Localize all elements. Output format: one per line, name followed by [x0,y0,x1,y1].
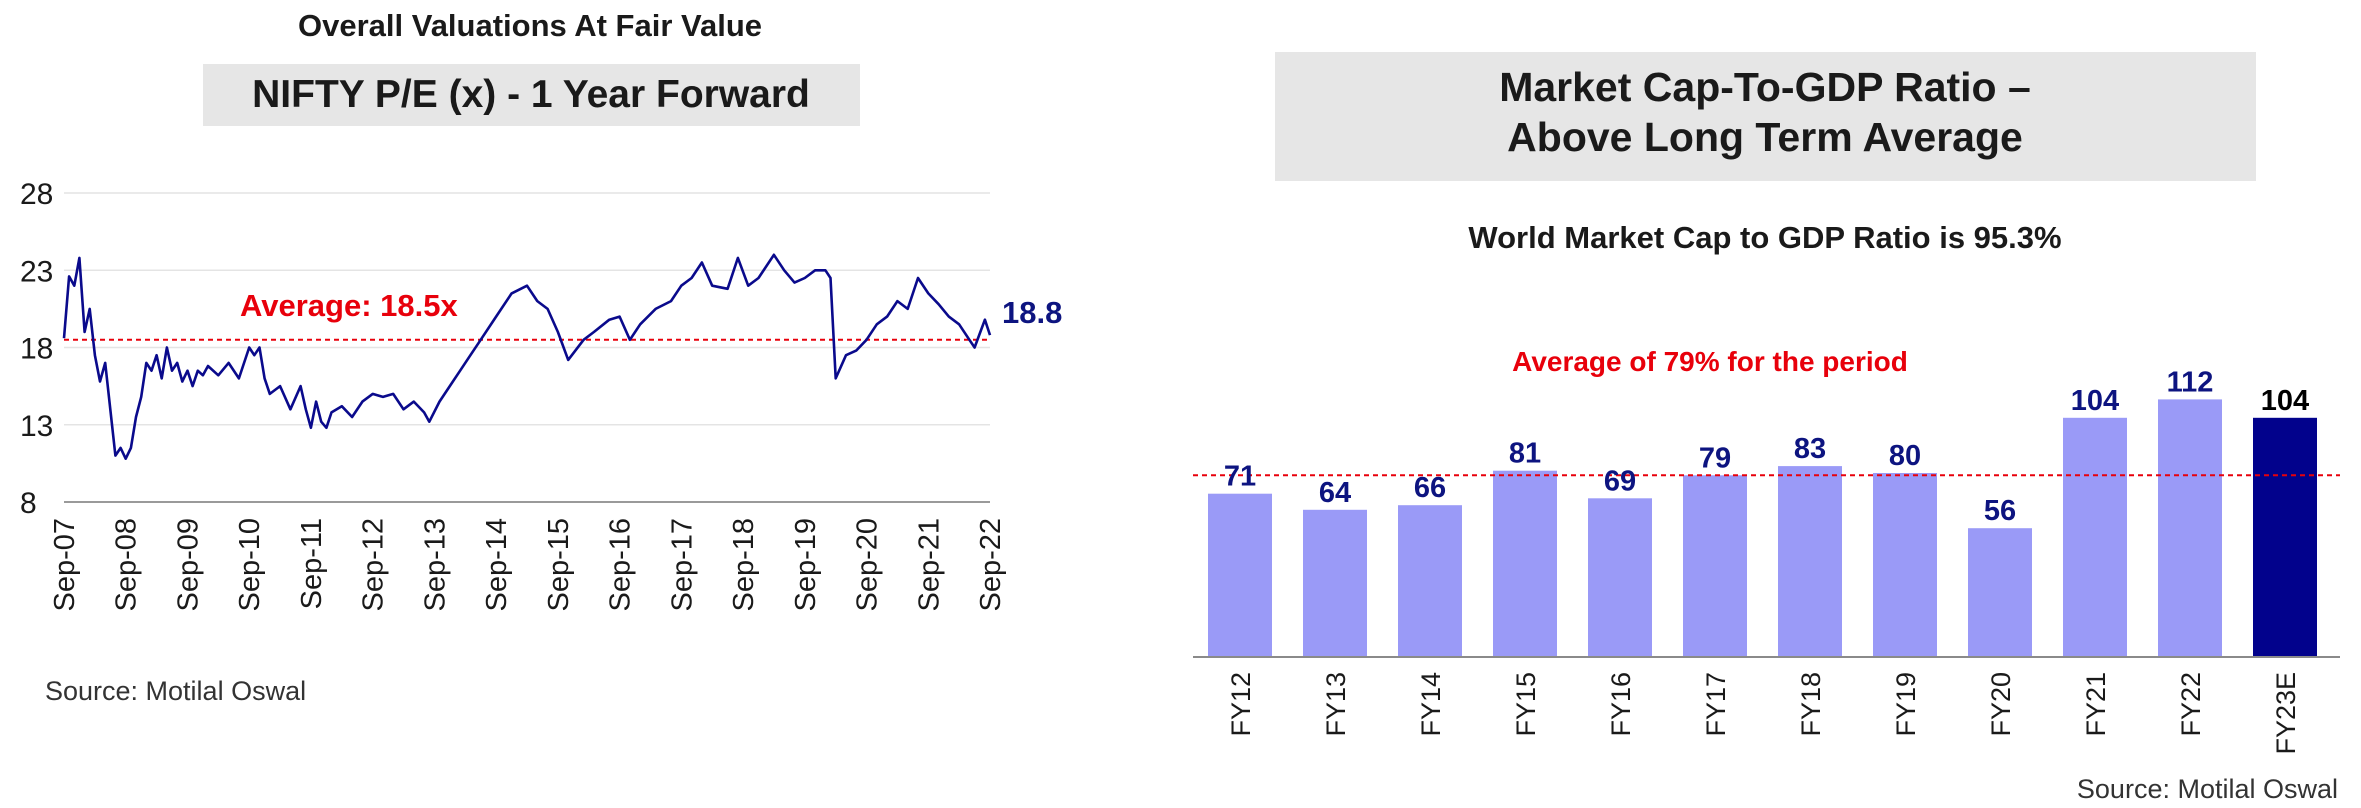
pe-y-axis: 8 13 18 23 28 [20,178,53,520]
market-cap-bar-chart: Average of 79% for the period 71 64 66 81 69… [1193,346,2340,755]
left-chart-title: NIFTY P/E (x) - 1 Year Forward [252,73,810,116]
pe-x-tick-label: Sep-09 [172,518,204,612]
left-title-box [203,64,860,126]
bar-fy18 [1778,466,1842,657]
bar-value-label: 69 [1604,465,1636,497]
pe-y-tick-label: 23 [20,255,53,288]
bar-category-label: FY14 [1416,672,1446,737]
pe-x-tick-label: Sep-08 [111,518,143,612]
bar-fy15 [1493,470,1557,657]
pe-x-tick-label: Sep-10 [234,518,266,612]
bar-category-label: FY21 [2081,672,2111,737]
right-title-line2: Above Long Term Average [1507,114,2023,160]
bar-value-label: 71 [1224,461,1256,493]
pe-x-tick-label: Sep-07 [49,518,81,612]
bar-category-label: FY18 [1796,672,1826,737]
bar-fy13 [1303,509,1367,657]
bar-fy22 [2158,399,2222,657]
bar-category-label: FY22 [2176,672,2206,737]
pe-x-tick-label: Sep-14 [481,518,513,612]
left-panel: Overall Valuations At Fair Value NIFTY P… [20,8,1062,706]
pe-end-value-label: 18.8 [1002,295,1062,330]
bar-fy20 [1968,528,2032,657]
pe-y-tick-label: 28 [20,178,53,211]
bar-value-label: 80 [1889,440,1921,472]
bar-value-labels: 71 64 66 81 69 79 83 80 56 104 112 104 [1224,366,2309,527]
bar-value-label: 81 [1509,438,1541,470]
bar-value-label: 66 [1414,472,1446,504]
pe-x-tick-label: Sep-12 [358,518,390,612]
pe-x-tick-label: Sep-13 [419,518,451,612]
pe-x-tick-label: Sep-21 [913,518,945,612]
bar-value-label: 83 [1794,433,1826,465]
pe-x-axis: Sep-07 Sep-08 Sep-09 Sep-10 Sep-11 Sep-12 Sep-… [49,518,1007,612]
bar-value-label: 79 [1699,442,1731,474]
bar-category-label: FY16 [1606,672,1636,737]
left-heading: Overall Valuations At Fair Value [298,8,762,43]
bar-value-label: 104 [2261,385,2309,417]
pe-x-tick-label: Sep-19 [790,518,822,612]
bar-category-labels: FY12 FY13 FY14 FY15 FY16 FY17 FY18 FY19 FY20 FY21… [1226,672,2301,755]
bars [1208,399,2317,657]
pe-x-tick-label: Sep-18 [728,518,760,612]
bar-category-label: FY19 [1891,672,1921,737]
pe-x-tick-label: Sep-22 [975,518,1007,612]
bar-fy16 [1588,498,1652,657]
right-source: Source: Motilal Oswal [2077,774,2338,804]
pe-y-tick-label: 18 [20,333,53,366]
bar-category-label: FY20 [1986,672,2016,737]
pe-x-tick-label: Sep-11 [296,518,328,609]
pe-y-tick-label: 13 [20,410,53,443]
right-subtitle: World Market Cap to GDP Ratio is 95.3% [1468,220,2061,255]
pe-x-tick-label: Sep-17 [666,518,698,612]
right-title-box [1275,52,2256,181]
bar-category-label: FY15 [1511,672,1541,737]
bar-category-label: FY13 [1321,672,1351,737]
right-panel: Market Cap-To-GDP Ratio – Above Long Ter… [1193,52,2340,804]
bar-average-label: Average of 79% for the period [1512,346,1908,377]
pe-y-tick-label: 8 [20,487,37,520]
bar-value-label: 56 [1984,495,2016,527]
bar-fy12 [1208,493,1272,657]
pe-series-line [62,253,992,460]
right-title-line1: Market Cap-To-GDP Ratio – [1499,64,2031,110]
pe-x-tick-label: Sep-20 [852,518,884,612]
bar-fy17 [1683,475,1747,657]
bar-category-label: FY23E [2271,672,2301,755]
bar-fy23e [2253,417,2317,657]
bar-fy14 [1398,505,1462,657]
bar-value-label: 112 [2167,366,2214,398]
left-source: Source: Motilal Oswal [45,676,306,706]
pe-gridlines [64,192,990,426]
bar-category-label: FY12 [1226,672,1256,737]
bar-category-label: FY17 [1701,672,1731,737]
pe-line-chart: 8 13 18 23 28 Sep-07 Sep-08 Sep-09 Sep-10 Sep-11… [20,178,1062,612]
pe-x-tick-label: Sep-15 [543,518,575,612]
pe-x-tick-label: Sep-16 [605,518,637,612]
bar-value-label: 64 [1319,477,1351,509]
bar-fy21 [2063,417,2127,657]
bar-fy19 [1873,473,1937,657]
bar-value-label: 104 [2071,385,2119,417]
pe-average-label: Average: 18.5x [240,288,458,323]
